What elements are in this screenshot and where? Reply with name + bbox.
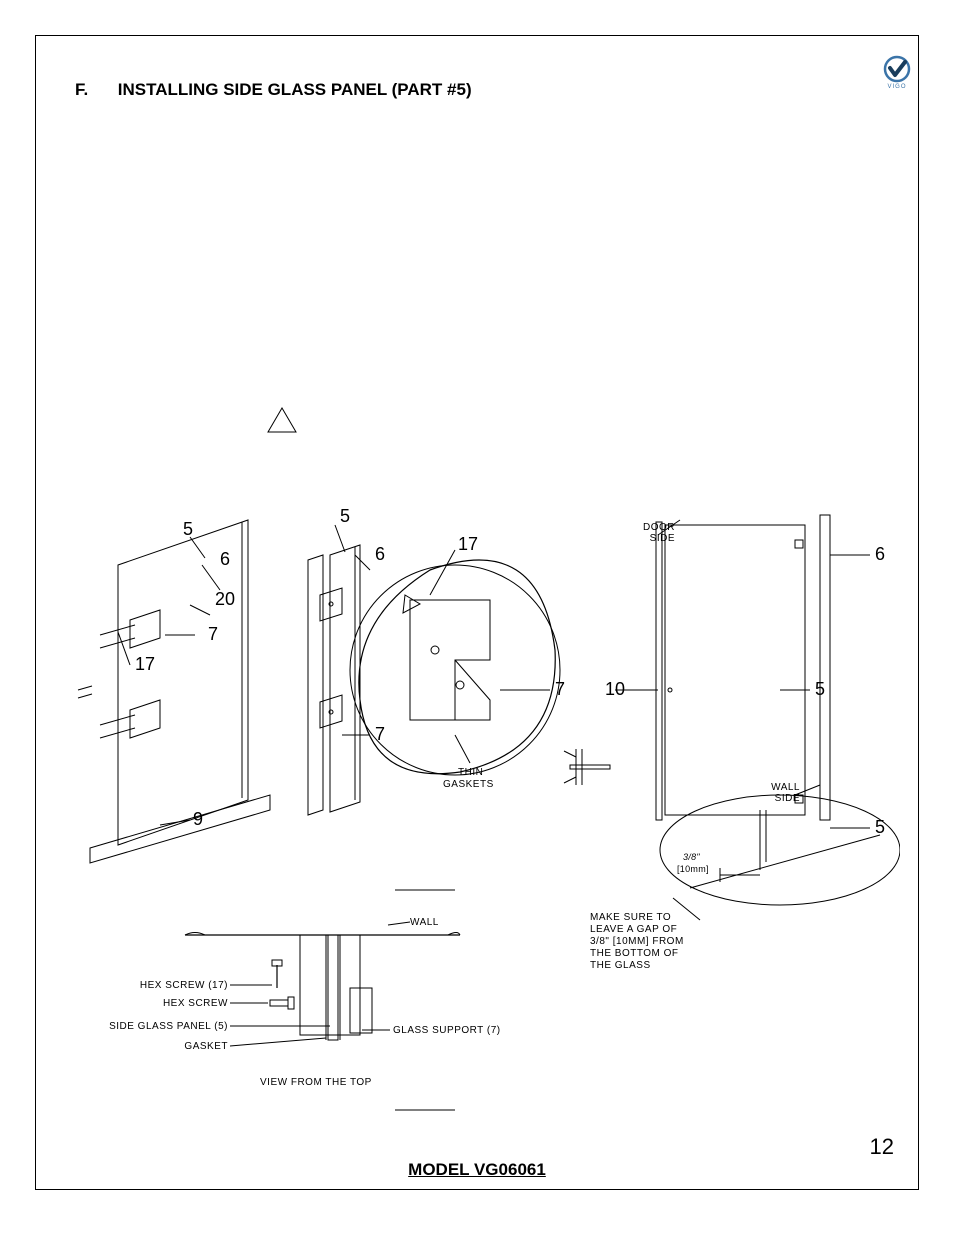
svg-text:WALL: WALL (771, 782, 800, 793)
svg-text:SIDE: SIDE (650, 533, 675, 544)
gasket-xsection-icon: 10 (564, 679, 658, 785)
svg-text:17: 17 (458, 534, 478, 554)
svg-text:[10mm]: [10mm] (677, 864, 709, 874)
svg-text:17: 17 (135, 654, 155, 674)
top-view-diagram: WALL H (109, 890, 501, 1110)
svg-text:MAKE SURE TO: MAKE SURE TO (590, 912, 671, 923)
svg-text:5: 5 (183, 519, 193, 539)
svg-text:HEX SCREW (17): HEX SCREW (17) (140, 980, 228, 991)
left-panel-assembly: 5 6 20 7 17 9 (78, 519, 270, 863)
svg-text:THIN: THIN (458, 767, 483, 778)
page: VIGO F. INSTALLING SIDE GLASS PANEL (PAR… (0, 0, 954, 1235)
svg-text:6: 6 (375, 544, 385, 564)
svg-text:SIDE GLASS PANEL (5): SIDE GLASS PANEL (5) (109, 1021, 228, 1032)
right-panel-front: DOOR SIDE WALL SIDE 6 5 (590, 515, 900, 971)
svg-text:3/8": 3/8" (683, 852, 700, 862)
assembly-diagram: 5 6 20 7 17 9 (60, 390, 900, 1130)
svg-text:DOOR: DOOR (643, 522, 675, 533)
logo-text: VIGO (882, 84, 912, 90)
svg-text:WALL: WALL (410, 917, 439, 928)
heading-letter: F. (75, 80, 113, 100)
svg-text:THE BOTTOM OF: THE BOTTOM OF (590, 948, 679, 959)
svg-text:GASKET: GASKET (184, 1041, 228, 1052)
caution-icon (268, 408, 296, 432)
svg-text:20: 20 (215, 589, 235, 609)
svg-text:GLASS SUPPORT (7): GLASS SUPPORT (7) (393, 1025, 501, 1036)
svg-text:9: 9 (193, 809, 203, 829)
svg-text:GASKETS: GASKETS (443, 779, 494, 790)
svg-text:6: 6 (875, 544, 885, 564)
logo-icon (883, 55, 911, 83)
svg-text:3/8" [10MM] FROM: 3/8" [10MM] FROM (590, 936, 684, 947)
svg-text:7: 7 (375, 724, 385, 744)
svg-text:7: 7 (208, 624, 218, 644)
model-number: MODEL VG06061 (0, 1160, 954, 1180)
page-number: 12 (870, 1134, 894, 1160)
brand-logo: VIGO (882, 55, 912, 90)
svg-text:5: 5 (875, 817, 885, 837)
svg-text:10: 10 (605, 679, 625, 699)
svg-text:6: 6 (220, 549, 230, 569)
svg-text:5: 5 (340, 506, 350, 526)
section-heading: F. INSTALLING SIDE GLASS PANEL (PART #5) (75, 80, 472, 100)
svg-text:HEX SCREW: HEX SCREW (163, 998, 228, 1009)
middle-panel-assembly: 5 6 17 7 7 THIN GASKETS (308, 506, 565, 815)
heading-title: INSTALLING SIDE GLASS PANEL (PART #5) (118, 80, 472, 99)
svg-text:LEAVE A GAP OF: LEAVE A GAP OF (590, 924, 677, 935)
svg-text:7: 7 (555, 679, 565, 699)
svg-text:THE GLASS: THE GLASS (590, 960, 651, 971)
svg-text:5: 5 (815, 679, 825, 699)
svg-text:VIEW FROM THE TOP: VIEW FROM THE TOP (260, 1077, 372, 1088)
